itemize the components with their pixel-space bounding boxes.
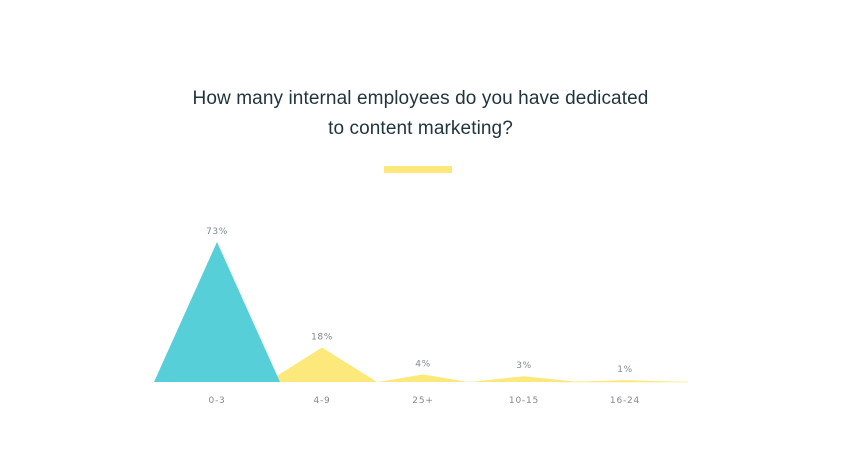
chart-category-labels: 0-3 4-9 25+ 10-15 16-24 (208, 396, 640, 406)
peak-10-15 (469, 376, 579, 382)
category-label: 25+ (412, 396, 433, 406)
peak-4-9 (267, 347, 377, 382)
category-label: 10-15 (509, 396, 539, 406)
category-label: 16-24 (610, 396, 640, 406)
peak-0-3 (154, 242, 280, 382)
title-accent-bar (384, 166, 452, 173)
category-label: 4-9 (313, 396, 330, 406)
chart-highlight-peak (154, 242, 280, 382)
value-label: 73% (206, 227, 228, 237)
value-label: 1% (617, 365, 632, 375)
chart-title-line-1: How many internal employees do you have … (192, 88, 649, 109)
chart-title-line-2: to content marketing? (328, 118, 513, 139)
value-label: 4% (415, 359, 430, 369)
category-label: 0-3 (208, 396, 225, 406)
chart-value-labels: 73% 18% 4% 3% 1% (206, 227, 632, 375)
chart-title: How many internal employees do you have … (0, 84, 841, 144)
peak-25plus (378, 374, 468, 382)
chart-other-peaks (267, 347, 688, 383)
value-label: 18% (311, 332, 333, 342)
value-label: 3% (516, 361, 531, 371)
